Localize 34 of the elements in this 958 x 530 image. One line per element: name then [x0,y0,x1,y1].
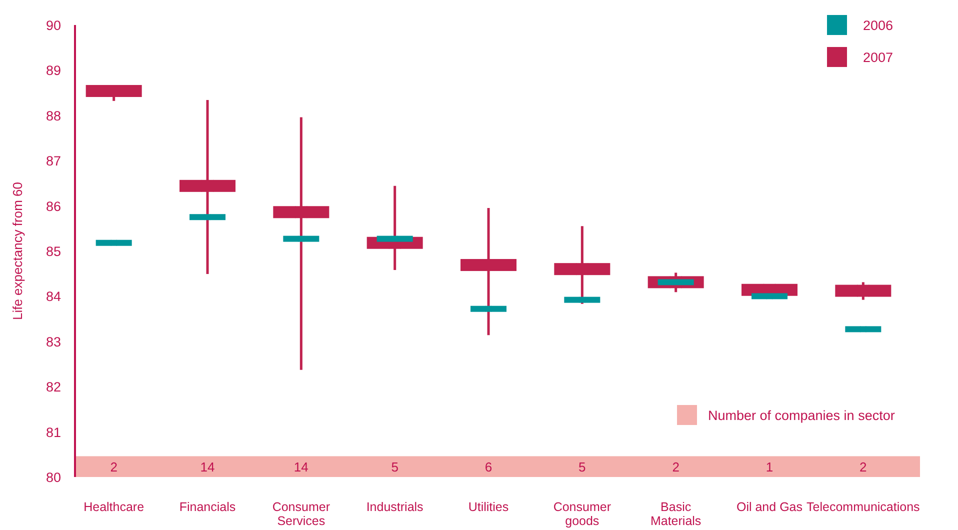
y-tick-label: 89 [46,63,61,78]
y-tick-label: 84 [46,289,62,304]
y-tick-label: 83 [46,334,61,350]
x-tick-label: Telecommunications [806,500,920,514]
legend-label: 2006 [863,18,894,33]
x-tick-label: Consumer Services [272,500,330,528]
x-tick-label: Financials [179,500,236,514]
annotation: 6 [484,460,492,475]
y-tick-label: 86 [46,198,61,214]
annotation: 5 [391,460,398,475]
x-tick-label: Utilities [468,500,509,514]
annotation: 14 [294,460,308,475]
y-tick-label: 85 [46,244,61,259]
y-tick-label: 80 [46,470,61,485]
y-tick-label: 81 [46,424,61,440]
x-tick-label: Oil and Gas [736,500,803,514]
y-tick-label: 87 [46,154,61,169]
x-tick-label: Healthcare [84,500,144,514]
annotation: 2 [110,460,118,475]
legend-label: 2007 [863,50,894,65]
y-tick-label: 82 [46,380,61,395]
annotation: 2 [860,460,867,475]
y-tick-label: 88 [46,108,61,124]
sector-key: Number of companies in sector [677,405,895,425]
annotation: 5 [578,460,586,475]
annotation: 14 [200,460,215,475]
x-tick-label: Consumer goods [553,500,612,528]
x-tick-label: Industrials [366,500,424,514]
y-axis-title: Life expectancy from 60 [10,182,25,320]
legend-label: Number of companies in sector [708,408,896,423]
x-tick-label: Basic Materials [650,500,702,528]
annotation: 1 [766,460,774,475]
y-tick-label: 90 [46,18,61,33]
annotation: 2 [672,460,680,475]
